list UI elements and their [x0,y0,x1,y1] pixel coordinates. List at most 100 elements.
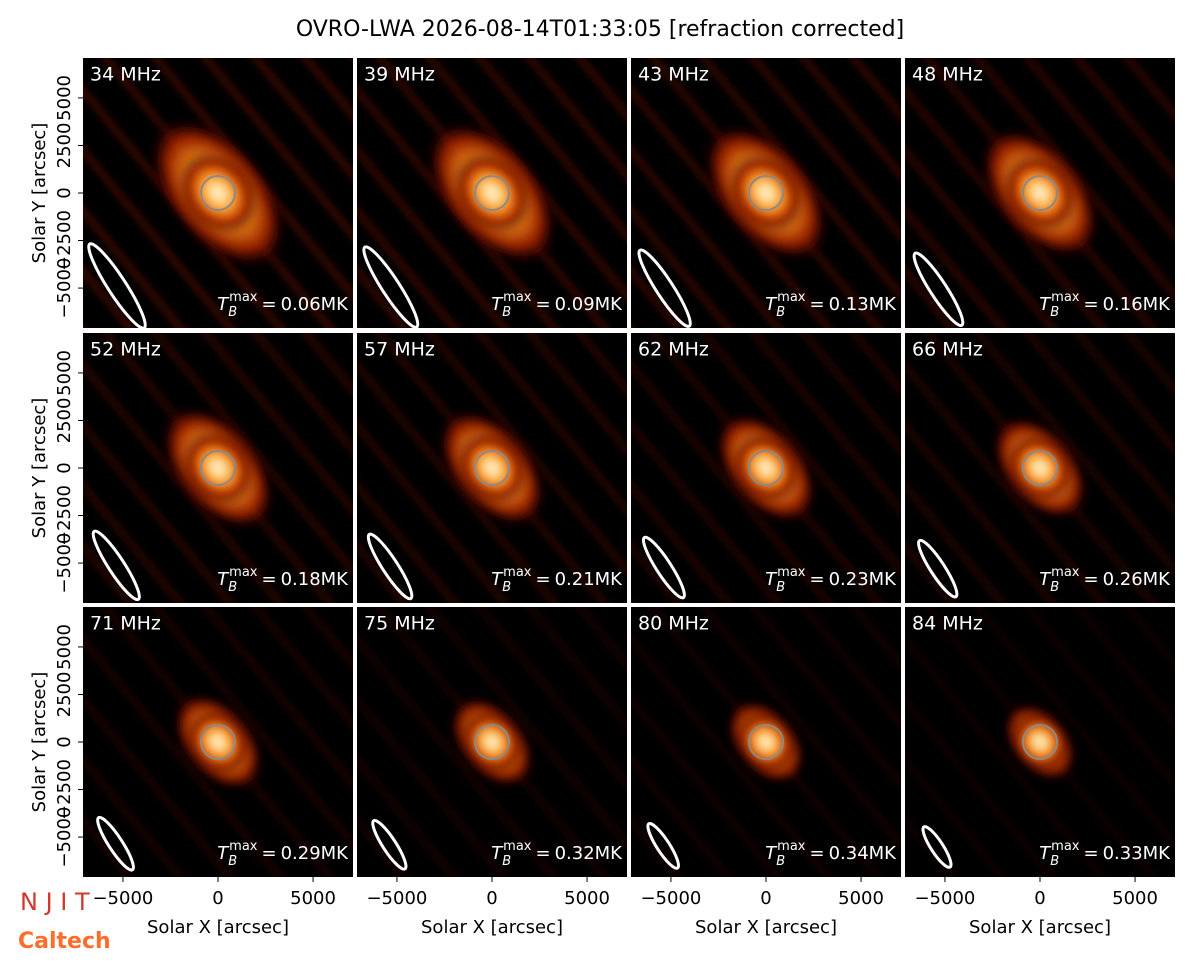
tb-sup: max [1051,290,1080,305]
fringe [251,607,353,729]
tb-sup: max [1051,565,1080,580]
fringe [631,421,783,603]
core [1008,435,1072,501]
fringe [357,206,459,328]
fringe [631,481,733,603]
tb-symbol: T [491,843,504,864]
tb-sub: B [228,580,237,595]
y-tick-label: −5000 [54,258,75,319]
fringe [1073,607,1175,729]
y-tick-label: −5000 [54,807,75,868]
fringe [357,481,459,603]
tb-symbol: T [491,294,504,315]
tb-symbol: T [1039,294,1052,315]
fringe [525,58,627,180]
x-tick-label: 0 [486,888,497,909]
beam [371,818,408,871]
beam [91,529,141,602]
tb-eq: = [1083,569,1098,590]
core [462,711,522,773]
fringe [905,361,1107,603]
fringe [1023,607,1175,789]
y-tick-label: 0 [54,187,75,198]
fringe [749,607,901,789]
core [1012,713,1068,771]
x-axis-label: Solar X [arcsec] [695,917,837,938]
tb-max-label: TBmax = 0.06MK [217,290,349,320]
panel [357,607,627,877]
tb-sup: max [503,290,532,305]
tb-value: 0.29MK [281,843,350,864]
solar-disk [748,450,784,486]
tb-sup: max [777,290,806,305]
tb-sub: B [502,305,511,320]
tb-sup: max [229,565,258,580]
panel [631,333,901,603]
tb-sup: max [503,565,532,580]
y-tick-label: 2500 [54,672,75,718]
fringe [631,146,783,328]
fringe [475,58,627,240]
tb-value: 0.09MK [555,294,624,315]
beam [917,538,959,599]
tb-eq: = [809,843,824,864]
frequency-label: 52 MHz [90,339,161,361]
beam [637,248,692,328]
tb-symbol: T [765,294,778,315]
tb-max-label: TBmax = 0.09MK [491,290,623,320]
core [737,712,795,772]
solar-disk [200,450,236,486]
source-emission [1003,702,1077,782]
fringe [83,421,235,603]
source-emission [148,116,288,270]
source-emission [991,415,1089,521]
source-emission [449,695,535,789]
tb-eq: = [535,294,550,315]
source-emission [702,123,830,263]
fringe [83,755,185,877]
y-tick-label: −2500 [54,485,75,546]
solar-disk [474,724,510,760]
solar-disk [1022,450,1058,486]
panel [905,333,1175,603]
frequency-label: 48 MHz [912,64,983,86]
fringe [631,635,833,877]
panel [357,58,627,328]
solar-disk [474,175,510,211]
source-emission [425,120,559,266]
fringe [631,206,733,328]
tb-sup: max [1051,839,1080,854]
beam [921,825,953,869]
tb-sub: B [1050,305,1059,320]
tb-sup: max [503,839,532,854]
tb-sub: B [502,580,511,595]
source-emission [714,411,818,525]
frequency-label: 66 MHz [912,339,983,361]
core [183,431,253,505]
fringe [357,421,509,603]
tb-sup: max [229,290,258,305]
fringe [973,607,1175,849]
tb-sub: B [1050,580,1059,595]
x-tick-label: 0 [212,888,223,909]
frequency-label: 71 MHz [90,613,161,635]
tb-sub: B [228,305,237,320]
fringe [799,607,901,729]
frequency-label: 57 MHz [364,339,435,361]
source-emission [172,692,264,792]
beam [362,245,420,328]
fringe [83,206,185,328]
tb-eq: = [535,843,550,864]
fringe [1073,58,1175,180]
fringe [357,695,509,877]
x-tick-label: 0 [760,888,771,909]
fringe [631,755,733,877]
x-tick-label: 5000 [838,888,884,909]
tb-value: 0.21MK [555,569,624,590]
panel [905,607,1175,877]
x-tick-label: 0 [1034,888,1045,909]
tb-symbol: T [491,569,504,590]
tb-eq: = [1083,294,1098,315]
fringe [251,58,353,180]
tb-sup: max [229,839,258,854]
